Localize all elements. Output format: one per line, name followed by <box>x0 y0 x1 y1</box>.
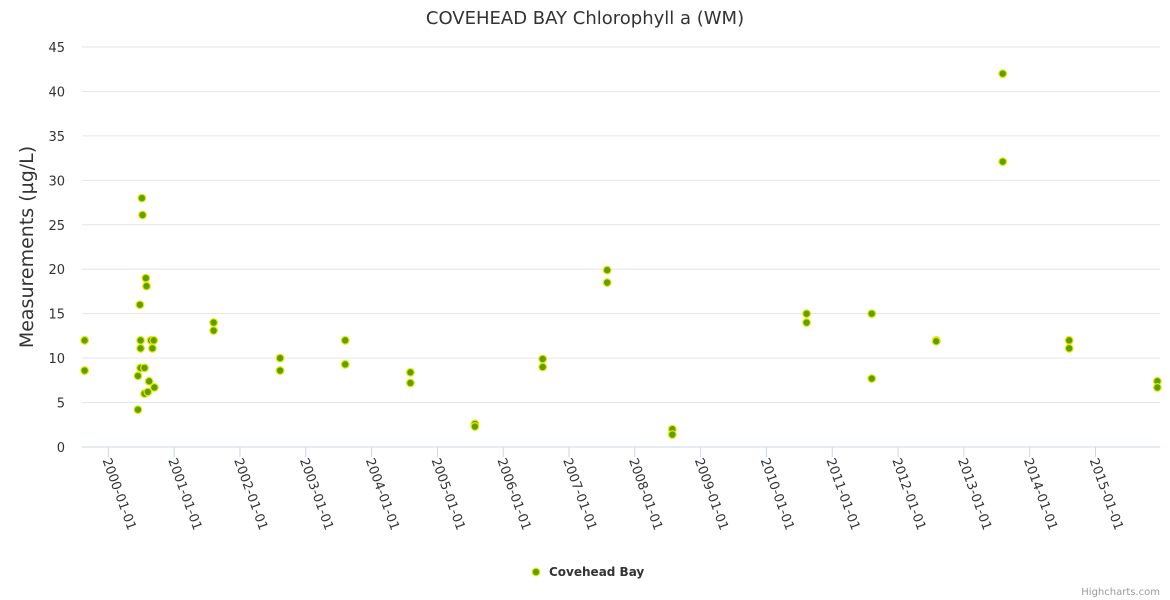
data-point[interactable] <box>602 278 612 287</box>
data-point[interactable] <box>133 405 143 415</box>
data-point[interactable] <box>802 309 811 319</box>
data-point[interactable] <box>867 374 877 383</box>
data-point[interactable] <box>802 318 811 327</box>
data-point[interactable] <box>998 69 1008 79</box>
data-point[interactable] <box>149 335 159 345</box>
y-tick-label: 0 <box>57 441 65 456</box>
data-point[interactable] <box>80 335 90 345</box>
data-point[interactable] <box>667 430 677 439</box>
data-point[interactable] <box>340 359 350 369</box>
credits-link[interactable]: Highcharts.com <box>1081 587 1160 598</box>
data-point[interactable] <box>136 343 145 353</box>
data-point[interactable] <box>931 336 941 346</box>
data-point[interactable] <box>140 363 149 373</box>
data-point[interactable] <box>133 371 143 381</box>
data-point[interactable] <box>1152 383 1162 392</box>
data-point[interactable] <box>275 353 285 363</box>
legend-marker <box>531 567 541 577</box>
y-tick-label: 35 <box>48 130 65 145</box>
data-point[interactable] <box>998 157 1008 167</box>
y-tick-label: 10 <box>48 352 65 367</box>
data-point[interactable] <box>148 343 157 353</box>
data-point[interactable] <box>1064 335 1074 345</box>
data-point[interactable] <box>538 362 548 372</box>
data-point[interactable] <box>538 354 548 364</box>
data-point[interactable] <box>602 265 612 275</box>
data-point[interactable] <box>209 326 219 335</box>
y-axis-ticks: 0 5 10 15 20 25 30 35 40 45 <box>48 41 65 456</box>
y-axis-label: Measurements (µg/L) <box>16 146 38 348</box>
scatter-points <box>80 69 1162 439</box>
legend-label: Covehead Bay <box>549 565 644 579</box>
chart-title: COVEHEAD BAY Chlorophyll a (WM) <box>426 8 744 29</box>
y-tick-label: 5 <box>57 397 65 412</box>
data-point[interactable] <box>80 366 90 375</box>
data-point[interactable] <box>137 193 147 203</box>
data-point[interactable] <box>867 309 877 319</box>
y-tick-label: 45 <box>48 41 65 56</box>
y-tick-label: 25 <box>48 219 65 234</box>
y-tick-label: 40 <box>48 85 65 100</box>
data-point[interactable] <box>138 210 147 220</box>
gridlines <box>82 46 1160 404</box>
data-point[interactable] <box>142 281 151 291</box>
data-point[interactable] <box>141 273 151 283</box>
y-tick-label: 30 <box>48 174 65 189</box>
data-point[interactable] <box>1064 343 1074 353</box>
y-tick-label: 20 <box>48 263 65 278</box>
legend-item-covehead-bay[interactable]: Covehead Bay <box>531 565 644 579</box>
data-point[interactable] <box>144 376 154 386</box>
data-point[interactable] <box>209 318 219 327</box>
data-point[interactable] <box>136 335 145 345</box>
data-point[interactable] <box>149 383 159 392</box>
data-point[interactable] <box>135 300 145 310</box>
data-point[interactable] <box>406 378 415 388</box>
data-point[interactable] <box>275 366 285 375</box>
data-point[interactable] <box>470 422 480 431</box>
y-tick-label: 15 <box>48 308 65 323</box>
data-point[interactable] <box>143 387 153 397</box>
data-point[interactable] <box>406 367 415 377</box>
data-point[interactable] <box>340 335 350 345</box>
